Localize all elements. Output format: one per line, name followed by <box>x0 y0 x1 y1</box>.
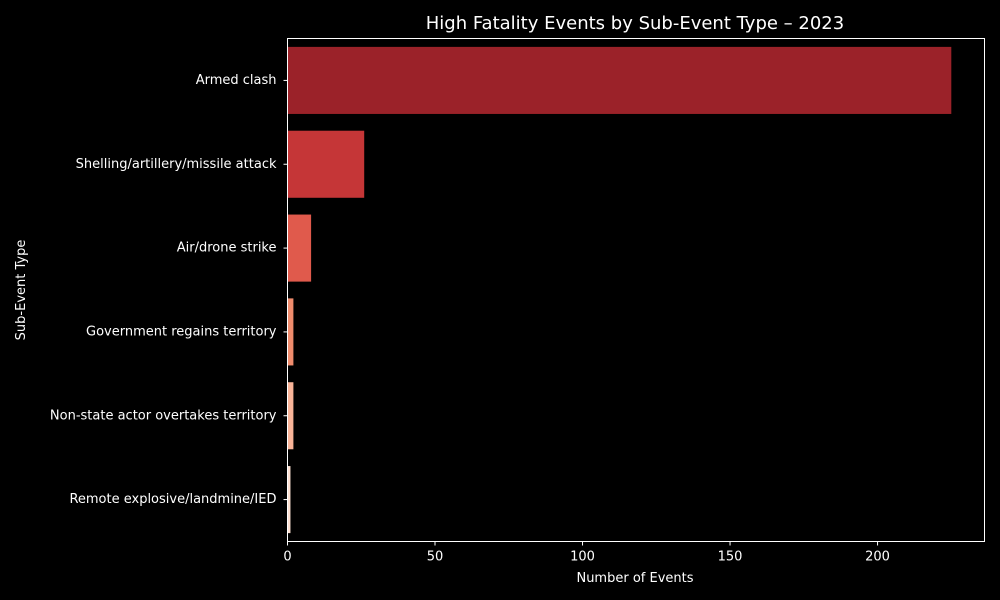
x-axis-ticks: 0 50 100 150 200 <box>283 541 890 565</box>
plot-frame <box>287 38 985 542</box>
bar-0 <box>287 46 952 114</box>
y-tick-label: Remote explosive/landmine/IED <box>69 492 276 507</box>
x-tick-label: 0 <box>283 550 291 565</box>
bar-5 <box>287 466 291 534</box>
y-tick-label: Air/drone strike <box>177 241 277 256</box>
x-tick-label: 150 <box>718 550 743 565</box>
y-axis-label: Sub-Event Type <box>14 240 29 341</box>
bar-3 <box>287 298 294 366</box>
y-tick-label: Armed clash <box>196 73 277 88</box>
x-axis-label: Number of Events <box>576 571 693 586</box>
x-tick-label: 100 <box>570 550 595 565</box>
x-tick-label: 50 <box>427 550 444 565</box>
x-tick-label: 200 <box>865 550 890 565</box>
y-tick-label: Non-state actor overtakes territory <box>50 408 277 423</box>
chart-title: High Fatality Events by Sub-Event Type –… <box>426 13 844 34</box>
bar-4 <box>287 382 294 450</box>
bar-1 <box>287 130 365 198</box>
bar-2 <box>287 214 312 282</box>
y-tick-label: Government regains territory <box>86 324 277 339</box>
y-axis-ticks: Armed clash Shelling/artillery/missile at… <box>50 73 288 507</box>
bars-group <box>287 46 952 534</box>
y-tick-label: Shelling/artillery/missile attack <box>76 157 277 172</box>
